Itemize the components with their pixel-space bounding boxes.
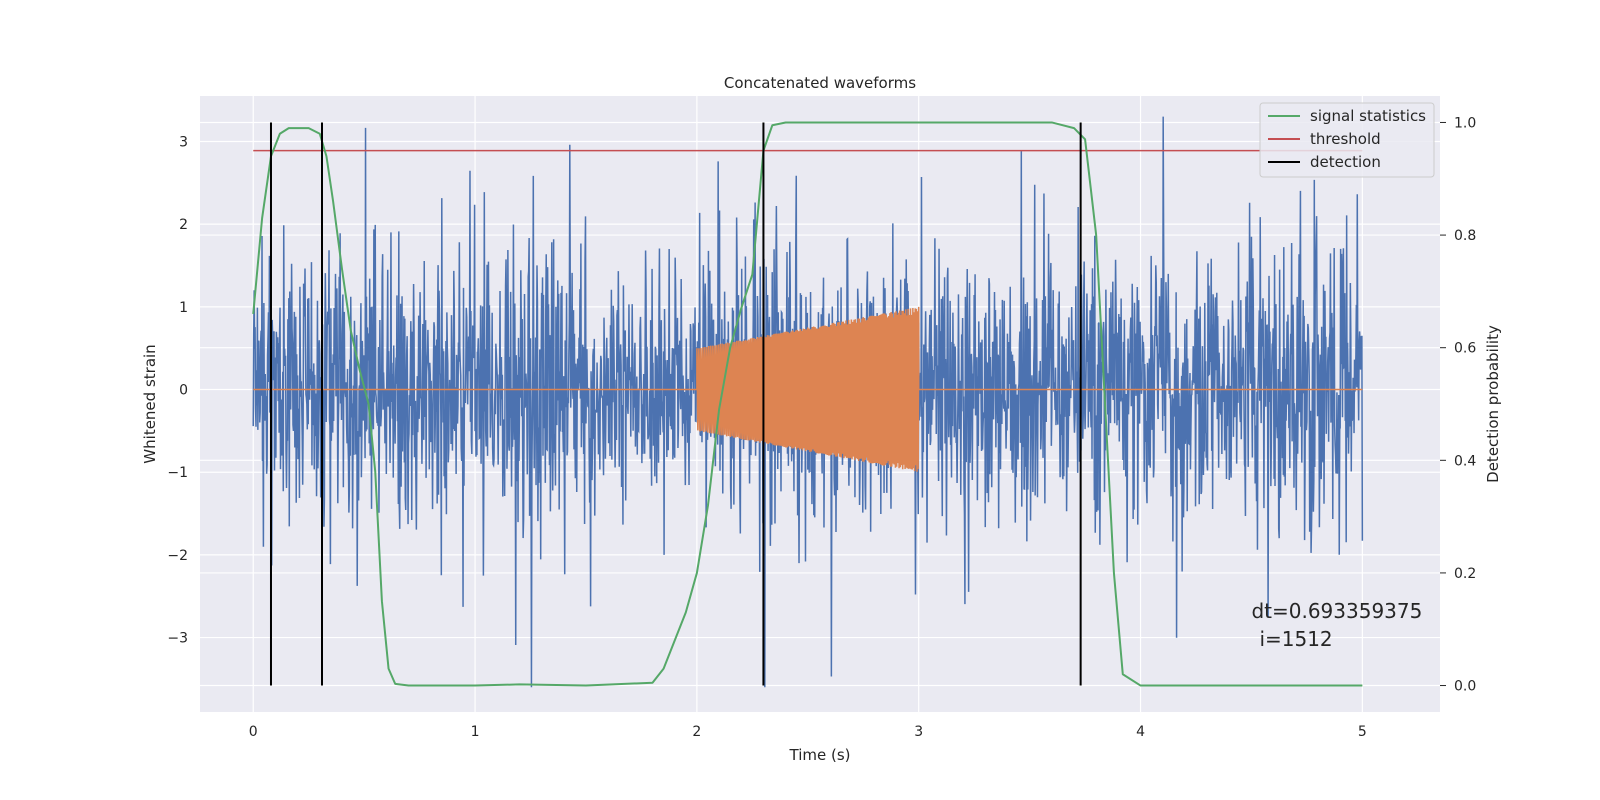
y2-tick-label: 0.4 (1454, 453, 1476, 469)
template-line (253, 306, 1363, 472)
axis-ticks: 0 1 2 3 4 5 −3 −2 −1 0 1 2 3 0.0 0.2 0.4 0.6 0.8 1.0 (167, 115, 1476, 740)
y2-axis-label: Detection probability (1484, 325, 1502, 483)
y2-tick-label: 0.6 (1454, 341, 1476, 357)
overlay-series (252, 121, 1363, 687)
y2-tick-label: 0.0 (1454, 679, 1476, 695)
annotation-i: i=1512 (1259, 627, 1332, 651)
annotation-dt: dt=0.693359375 (1251, 599, 1422, 623)
x-tick-label: 3 (914, 724, 923, 740)
legend-label-threshold: threshold (1310, 130, 1381, 148)
signal-statistics-line (252, 121, 1363, 687)
legend-label-detection: detection (1310, 153, 1381, 171)
y-tick-label: 3 (179, 134, 188, 150)
y-tick-label: −3 (167, 631, 188, 647)
strain-line (252, 116, 1364, 688)
template-series (253, 306, 1363, 472)
legend: signal statistics threshold detection (1259, 102, 1435, 178)
x-tick-label: 5 (1358, 724, 1367, 740)
x-tick-label: 4 (1136, 724, 1145, 740)
legend-box (1259, 102, 1435, 178)
y2-tick-label: 1.0 (1454, 115, 1476, 131)
y-axis-label: Whitened strain (141, 344, 159, 463)
y-tick-label: 0 (179, 383, 188, 399)
x-tick-label: 0 (249, 724, 258, 740)
chart-title: Concatenated waveforms (724, 74, 916, 92)
strain-series (252, 116, 1364, 688)
y2-tick-label: 0.8 (1454, 228, 1476, 244)
x-axis-label: Time (s) (789, 746, 851, 764)
legend-label-signal: signal statistics (1310, 107, 1426, 125)
x-tick-label: 2 (692, 724, 701, 740)
y-tick-label: 1 (179, 300, 188, 316)
y2-tick-label: 0.2 (1454, 566, 1476, 582)
y-tick-label: 2 (179, 217, 188, 233)
x-tick-label: 1 (471, 724, 480, 740)
y-tick-label: −1 (167, 465, 188, 481)
y-tick-label: −2 (167, 548, 188, 564)
